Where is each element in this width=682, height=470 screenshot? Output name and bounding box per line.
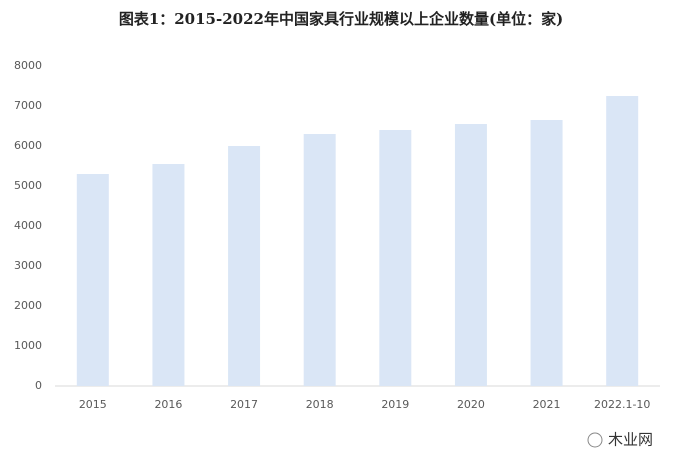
y-tick-label: 0 bbox=[35, 379, 42, 392]
y-tick-label: 7000 bbox=[14, 99, 42, 112]
y-tick-label: 1000 bbox=[14, 339, 42, 352]
x-tick-label: 2021 bbox=[533, 398, 561, 411]
y-tick-label: 8000 bbox=[14, 59, 42, 72]
bar bbox=[379, 130, 412, 386]
bar bbox=[454, 124, 487, 386]
bar bbox=[530, 120, 563, 386]
x-tick-label: 2016 bbox=[154, 398, 182, 411]
watermark-icon bbox=[587, 432, 603, 448]
bar bbox=[228, 146, 261, 386]
y-tick-label: 2000 bbox=[14, 299, 42, 312]
x-tick-label: 2019 bbox=[381, 398, 409, 411]
y-tick-label: 6000 bbox=[14, 139, 42, 152]
x-tick-label: 2017 bbox=[230, 398, 258, 411]
bar bbox=[152, 164, 185, 386]
bar bbox=[76, 174, 109, 386]
y-tick-label: 3000 bbox=[14, 259, 42, 272]
x-tick-label: 2018 bbox=[306, 398, 334, 411]
bar bbox=[606, 96, 639, 386]
y-tick-label: 4000 bbox=[14, 219, 42, 232]
x-tick-label: 2020 bbox=[457, 398, 485, 411]
bar bbox=[303, 134, 336, 386]
chart-title: 图表1：2015-2022年中国家具行业规模以上企业数量(单位：家) bbox=[119, 10, 563, 28]
x-tick-label: 2015 bbox=[79, 398, 107, 411]
watermark: 木业网 bbox=[608, 431, 653, 449]
x-tick-label: 2022.1-10 bbox=[594, 398, 650, 411]
y-tick-label: 5000 bbox=[14, 179, 42, 192]
